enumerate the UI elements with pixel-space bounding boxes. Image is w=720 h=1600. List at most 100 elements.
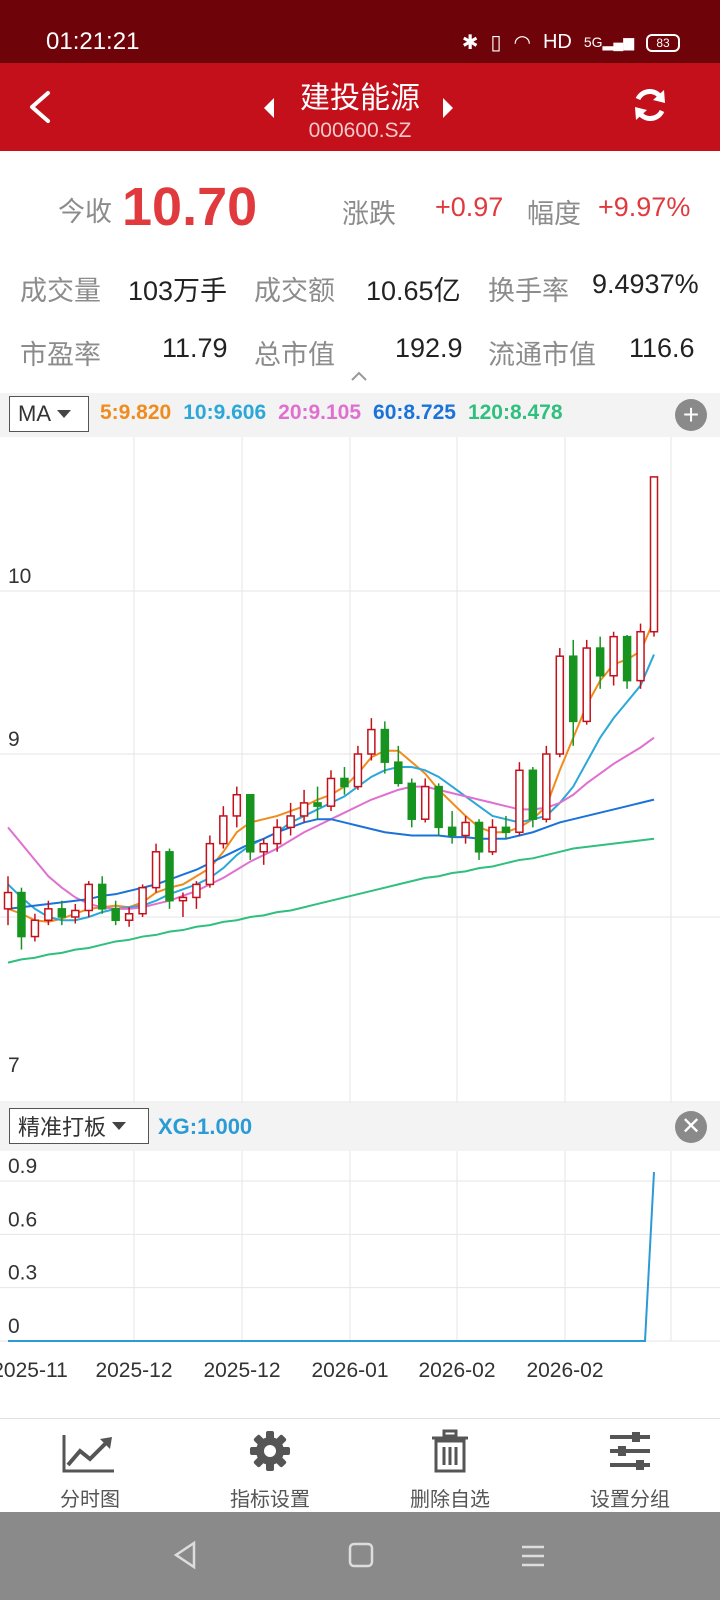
network-type: HD: [542, 31, 572, 53]
candle-body: [501, 826, 511, 833]
y-tick-label: 0.3: [8, 1262, 37, 1285]
candle-body: [272, 826, 282, 845]
candle-body: [44, 908, 53, 922]
y-tick-label: 10: [8, 565, 31, 588]
system-nav-bar: [0, 1512, 720, 1600]
candle-body: [542, 753, 551, 820]
x-tick-label: 2025-12: [203, 1359, 280, 1382]
wifi-icon: ◠: [513, 32, 531, 54]
candle-body: [313, 802, 322, 807]
kline-chart[interactable]: 10 9 7: [0, 437, 720, 1103]
candle-body: [192, 883, 201, 899]
nav-set-group[interactable]: 设置分组: [540, 1419, 720, 1513]
candle-body: [555, 655, 565, 755]
plus-icon[interactable]: +: [675, 399, 707, 431]
prev-stock-icon[interactable]: [264, 98, 274, 118]
battery-icon: 83: [646, 33, 680, 52]
candle-body: [515, 769, 524, 833]
vibrate-icon: ▯: [490, 32, 502, 54]
status-time: 01:21:21: [46, 28, 140, 55]
next-stock-icon[interactable]: [443, 98, 453, 118]
indicator-bar: 精准打板 XG:1.000 ✕: [0, 1103, 720, 1151]
candle-body: [595, 647, 605, 677]
refresh-icon[interactable]: [630, 85, 670, 125]
ma-selector-label: MA: [18, 401, 51, 426]
xg-line: [8, 1172, 655, 1342]
candle-body: [84, 883, 93, 912]
turnover-label: 换手率: [488, 276, 569, 306]
change-label: 涨跌: [342, 199, 396, 229]
nav-indicator-settings[interactable]: 指标设置: [180, 1419, 360, 1513]
candle-body: [622, 635, 632, 682]
pct-value: +9.97%: [598, 192, 691, 222]
pct-label: 幅度: [527, 199, 581, 229]
status-icons: ✱ ▯ ◠ HD 5G▂▄▆ 83: [462, 30, 680, 55]
y-tick-label: 0.6: [8, 1208, 37, 1231]
nav-remove-watchlist[interactable]: 删除自选: [360, 1419, 540, 1513]
indicator-chart[interactable]: 0.9 0.6 0.3 0 2025-11 2025-12 2025-12 2026-01 20…: [0, 1151, 720, 1418]
back-icon[interactable]: [26, 89, 56, 125]
turnover-value: 9.4937%: [592, 269, 699, 299]
ma-value-4: 120:8.478: [467, 401, 563, 424]
candle-body: [649, 476, 659, 633]
candle-body: [299, 802, 309, 817]
candle-body: [394, 761, 403, 785]
candle-body: [30, 919, 40, 938]
volume-label: 成交量: [20, 276, 101, 306]
candle-body: [569, 655, 578, 723]
ma-bar: MA 5:9.820 10:9.606 20:9.105 60:8.725 120:8.…: [0, 393, 720, 437]
back-nav-icon[interactable]: [172, 1540, 198, 1570]
candle-body: [111, 908, 120, 922]
ma-value-3: 60:8.725: [373, 401, 456, 424]
ma-line-60: [7, 798, 655, 910]
change-value: +0.97: [435, 192, 504, 222]
float-label: 流通市值: [488, 340, 596, 370]
menu-nav-icon[interactable]: [520, 1544, 546, 1568]
candle-body: [259, 842, 268, 853]
ma-value-2: 20:9.105: [278, 401, 362, 424]
ma-value-1: 10:9.606: [183, 401, 267, 424]
pe-label: 市盈率: [20, 340, 101, 370]
candle-body: [609, 635, 618, 677]
stock-code: 000600.SZ: [308, 119, 412, 142]
nav-timeshare[interactable]: 分时图: [0, 1419, 180, 1513]
trash-icon: [432, 1429, 468, 1473]
candle-body: [326, 777, 336, 807]
mktcap-label: 总市值: [254, 340, 335, 370]
candle-body: [420, 785, 430, 820]
indicator-value: XG:1.000: [158, 1114, 253, 1139]
title-bar: 建投能源 000600.SZ: [0, 63, 720, 151]
dropdown-icon: [57, 410, 71, 418]
home-nav-icon[interactable]: [348, 1542, 374, 1568]
candle-body: [17, 891, 26, 938]
volume-value: 103万手: [128, 276, 228, 306]
candle-body: [407, 782, 416, 820]
candle-body: [246, 794, 255, 853]
close-price: 10.70: [122, 177, 258, 237]
candle-body: [3, 891, 13, 910]
candle-body: [636, 631, 645, 682]
ma-value-0: 5:9.820: [100, 401, 172, 424]
candle-body: [124, 912, 134, 922]
candle-body: [178, 896, 188, 902]
bluetooth-icon: ✱: [461, 32, 479, 54]
candle-body: [232, 794, 242, 817]
close-icon[interactable]: ✕: [675, 1111, 707, 1143]
y-tick-label: 7: [8, 1054, 20, 1077]
candle-body: [340, 777, 349, 788]
candle-body: [165, 851, 174, 902]
candle-body: [205, 842, 215, 886]
candle-body: [151, 851, 161, 889]
candle-body: [57, 908, 67, 918]
collapse-chevron-icon[interactable]: [350, 370, 368, 382]
ma-selector[interactable]: MA: [9, 396, 89, 432]
x-tick-label: 2025-11: [0, 1359, 68, 1382]
dropdown-icon: [112, 1122, 127, 1130]
signal-icon: 5G▂▄▆: [583, 34, 634, 50]
x-tick-label: 2026-02: [526, 1359, 603, 1382]
float-value: 116.6: [629, 333, 695, 363]
candle-body: [447, 826, 457, 837]
candle-body: [286, 815, 295, 829]
nav-label: 设置分组: [590, 1489, 670, 1511]
indicator-selector[interactable]: 精准打板: [9, 1108, 149, 1144]
